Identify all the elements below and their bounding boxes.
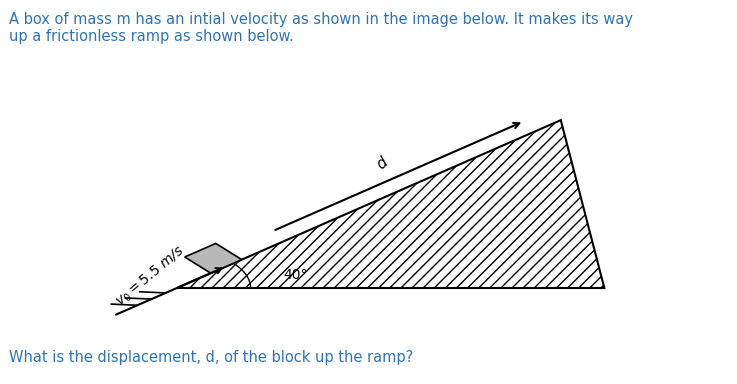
Text: d: d — [373, 154, 390, 172]
Text: 40°: 40° — [283, 268, 307, 282]
Polygon shape — [177, 120, 604, 288]
Text: What is the displacement, d, of the block up the ramp?: What is the displacement, d, of the bloc… — [9, 350, 413, 365]
Text: $v_0 = 5.5$ m/s: $v_0 = 5.5$ m/s — [112, 242, 189, 310]
Polygon shape — [185, 243, 242, 273]
Text: A box of mass m has an intial velocity as shown in the image below. It makes its: A box of mass m has an intial velocity a… — [9, 12, 633, 44]
